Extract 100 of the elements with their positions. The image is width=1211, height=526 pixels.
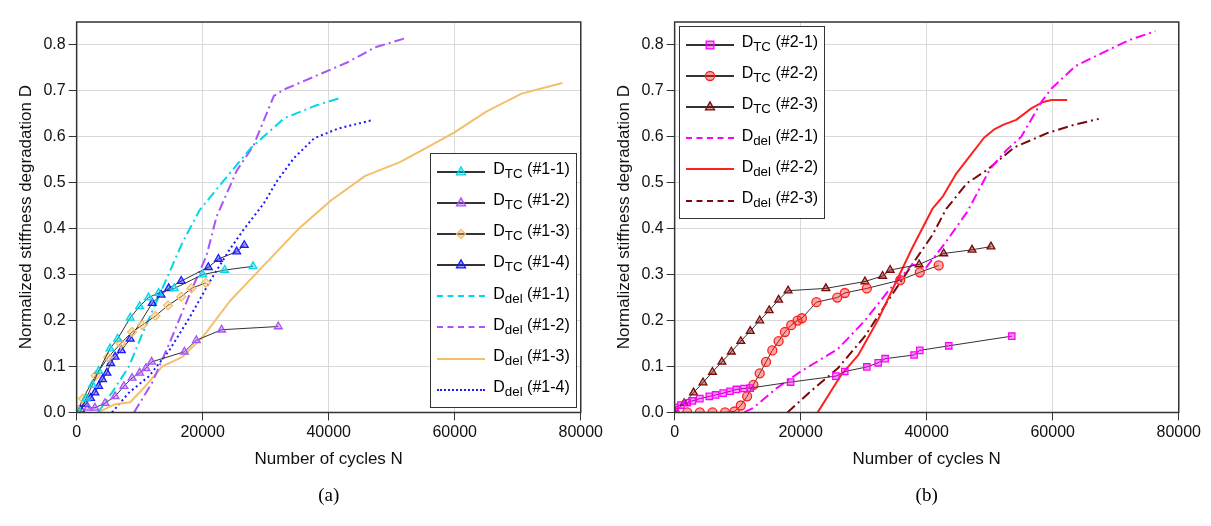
point: [754, 368, 765, 379]
x-tick-label: 20000: [778, 423, 824, 441]
point: [137, 319, 148, 331]
y-tick-label: 0.0: [43, 402, 66, 420]
point: [143, 292, 154, 301]
y-tick-label: 0.4: [43, 219, 66, 237]
point: [203, 262, 213, 271]
line-series: [132, 37, 406, 413]
point: [735, 400, 746, 411]
point: [220, 264, 230, 273]
point: [832, 372, 840, 380]
point: [707, 366, 717, 375]
legend-label: D$_{del}$ (#2-2): [741, 156, 819, 181]
y-tick-label: 0.8: [641, 35, 664, 53]
point: [81, 393, 91, 402]
point: [711, 391, 720, 399]
point: [90, 387, 100, 396]
legend-label: D$_{TC}$ (#1-3): [493, 221, 570, 246]
point: [811, 297, 822, 308]
point: [755, 315, 765, 324]
point: [746, 384, 755, 392]
legend-label: D$_{del}$ (#2-1): [741, 125, 819, 150]
point: [832, 292, 843, 303]
point: [760, 356, 772, 368]
y-tick-label: 0.3: [43, 265, 66, 283]
point: [87, 379, 97, 388]
point: [273, 321, 283, 330]
point: [885, 264, 895, 273]
legend-label: D$_{del}$ (#1-1): [493, 283, 570, 308]
point: [840, 367, 849, 376]
point: [914, 259, 924, 268]
point: [677, 401, 685, 409]
point: [786, 378, 795, 386]
legend-label: D$_{del}$ (#1-2): [493, 314, 570, 340]
point: [147, 297, 157, 306]
point: [162, 300, 174, 311]
x-axis-title: Number of cycles N: [852, 449, 1001, 469]
point: [696, 394, 704, 403]
point: [736, 336, 746, 345]
y-tick-label: 0.2: [641, 310, 664, 328]
y-axis-title: Normalized stiffness degradation D: [613, 85, 633, 350]
point: [186, 283, 197, 294]
point: [717, 356, 727, 365]
point: [939, 248, 949, 257]
point: [726, 346, 736, 355]
x-tick-label: 0: [670, 423, 680, 441]
point: [774, 294, 784, 303]
point: [986, 241, 996, 250]
y-tick-label: 0.7: [43, 81, 66, 99]
y-tick-label: 0.0: [641, 402, 664, 420]
y-tick-label: 0.8: [43, 35, 66, 53]
point: [745, 325, 755, 335]
point: [169, 283, 179, 292]
point: [125, 312, 135, 321]
point: [176, 291, 187, 302]
legend-label: D$_{del}$ (#1-4): [493, 377, 570, 402]
point: [967, 244, 977, 253]
point: [248, 261, 258, 270]
point: [110, 351, 120, 360]
point: [767, 345, 778, 356]
point: [863, 363, 871, 371]
point: [217, 324, 227, 333]
x-tick-label: 0: [72, 423, 82, 441]
point: [881, 354, 889, 363]
y-tick-label: 0.5: [43, 173, 66, 191]
point: [127, 372, 137, 381]
point: [119, 381, 129, 390]
point: [796, 313, 808, 324]
x-tick-label: 80000: [1156, 423, 1202, 441]
y-tick-label: 0.3: [641, 265, 664, 283]
point: [150, 310, 161, 322]
y-tick-label: 0.2: [43, 310, 66, 328]
point: [83, 402, 93, 411]
legend-label: D$_{TC}$ (#1-1): [493, 158, 570, 184]
point: [113, 333, 123, 342]
point: [895, 274, 906, 286]
point: [135, 301, 145, 310]
x-tick-label: 40000: [306, 423, 352, 441]
point: [861, 283, 872, 294]
x-tick-label: 20000: [180, 423, 226, 441]
y-axis-title: Normalized stiffness degradation D: [15, 85, 35, 350]
point: [105, 343, 115, 352]
point: [726, 387, 734, 396]
point: [232, 246, 242, 255]
point: [97, 374, 108, 383]
y-tick-label: 0.4: [641, 219, 664, 237]
point: [102, 367, 112, 376]
legend-label: D$_{TC}$ (#1-2): [493, 190, 570, 215]
point: [878, 270, 888, 279]
point: [239, 240, 249, 249]
point: [764, 305, 774, 314]
point: [698, 377, 708, 386]
point: [773, 336, 784, 347]
x-tick-label: 80000: [558, 423, 604, 441]
point: [705, 392, 714, 401]
point: [741, 391, 753, 402]
legend-label: D$_{TC}$ (#2-1): [741, 32, 819, 57]
legend-label: D$_{TC}$ (#1-4): [493, 252, 570, 277]
point: [176, 275, 186, 284]
x-axis-title: Number of cycles N: [254, 449, 403, 469]
